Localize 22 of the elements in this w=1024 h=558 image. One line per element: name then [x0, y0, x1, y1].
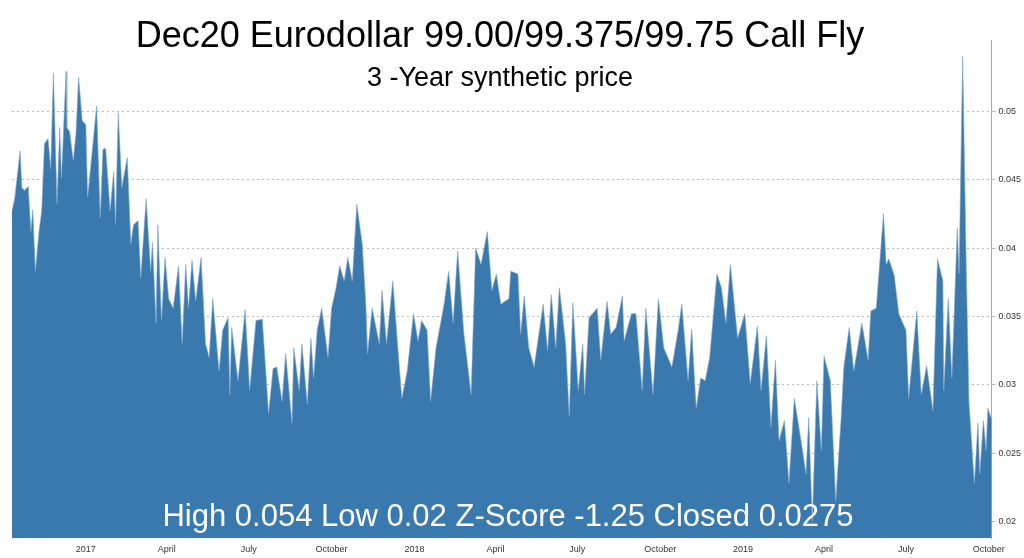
x-tick-label: July — [240, 544, 258, 555]
y-tick-label: 0.035 — [998, 310, 1022, 321]
x-tick-label: April — [157, 544, 176, 555]
x-tick-label: 2017 — [75, 544, 96, 555]
x-tick-label: July — [897, 544, 915, 555]
y-tick-label: 0.04 — [998, 242, 1017, 253]
x-tick-label: 2018 — [404, 544, 425, 555]
x-tick-label: July — [569, 544, 586, 555]
x-tick-label: 2019 — [732, 544, 754, 555]
y-tick-label: 0.03 — [998, 379, 1017, 390]
y-tick-label: 0.02 — [998, 516, 1017, 527]
y-tick-label: 0.045 — [998, 174, 1022, 185]
x-tick-label: April — [486, 544, 505, 555]
chart-title: Dec20 Eurodollar 99.00/99.375/99.75 Call Fly — [134, 14, 866, 56]
x-tick-label: October — [315, 544, 348, 555]
text: 3 -Year synthetic price — [365, 62, 635, 93]
x-tick-label: October — [972, 544, 1005, 555]
x-tick-label: October — [644, 544, 677, 555]
y-tick-label: 0.025 — [998, 447, 1022, 458]
annotation: High 0.054 Low 0.02 Z-Score -1.25 Closed 0.0275 — [162, 498, 854, 533]
x-tick-label: April — [815, 544, 834, 555]
y-tick-label: 0.05 — [998, 105, 1017, 116]
